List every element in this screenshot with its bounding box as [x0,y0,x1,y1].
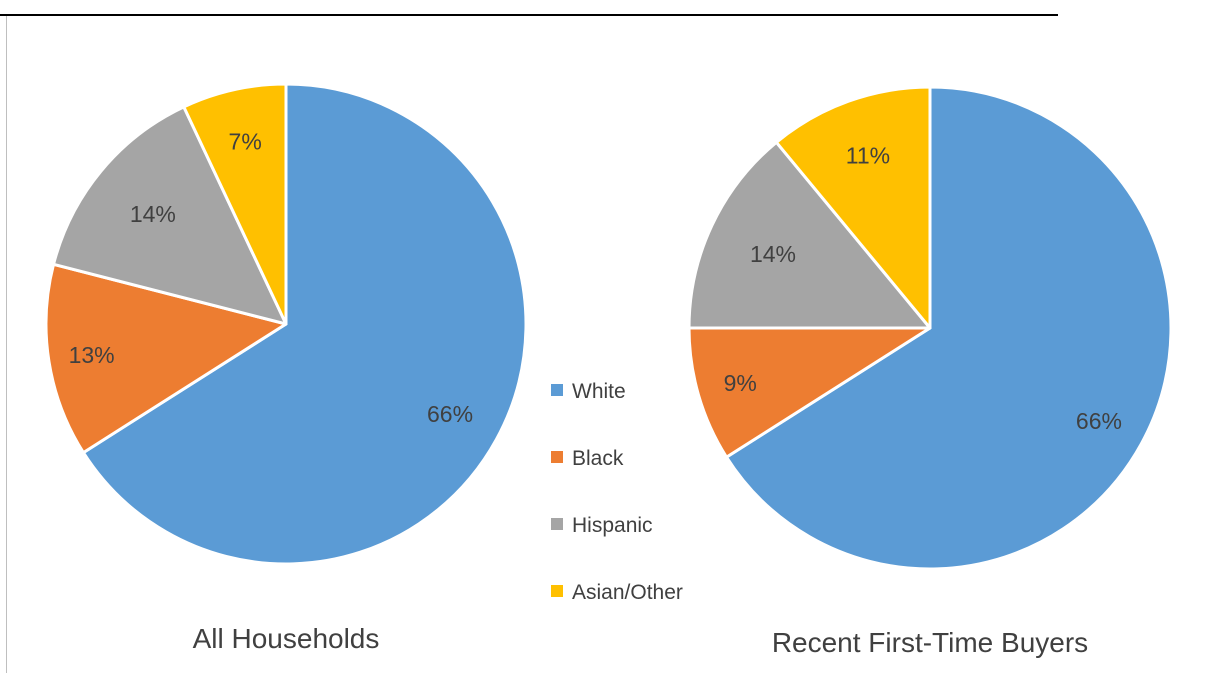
pie-slice-asian-other [182,82,288,326]
legend-swatch-black [551,451,563,463]
slice-label-hispanic: 14% [750,241,796,267]
pie-recent-first-time-buyers: 66% 9% 14% 11% [687,85,1173,571]
slice-label-black: 9% [724,370,757,396]
left-border [6,16,7,673]
slice-label-white: 66% [1076,408,1122,434]
pie-slice-hispanic [52,105,288,326]
legend-item-hispanic: Hispanic [551,514,653,537]
slice-label-asian-other: 7% [229,128,262,154]
legend: White Black Hispanic Asian/Other [551,380,683,604]
legend-label-black: Black [572,447,624,470]
top-border [0,0,1058,16]
pie-slice-hispanic [687,140,932,330]
legend-swatch-asian-other [551,585,563,597]
slice-label-hispanic: 14% [130,201,176,227]
pie-slice-black [687,326,932,459]
legend-item-white: White [551,380,626,403]
slice-label-white: 66% [427,401,473,427]
legend-label-hispanic: Hispanic [572,514,653,537]
pie-slice-white [81,82,528,566]
caption-recent-first-time-buyers: Recent First-Time Buyers [772,627,1088,658]
slice-label-black: 13% [69,342,115,368]
slice-label-asian-other: 11% [846,143,890,169]
legend-label-white: White [572,380,626,403]
pie-all-households: 66% 13% 14% 7% [44,82,528,566]
pie-slice-white [725,85,1173,571]
legend-label-asian-other: Asian/Other [572,581,683,604]
legend-swatch-white [551,384,563,396]
legend-swatch-hispanic [551,518,563,530]
legend-item-asian-other: Asian/Other [551,581,683,604]
pie-slice-asian-other [774,85,932,330]
legend-item-black: Black [551,447,624,470]
caption-all-households: All Households [193,623,380,654]
pie-slice-black [44,262,288,455]
